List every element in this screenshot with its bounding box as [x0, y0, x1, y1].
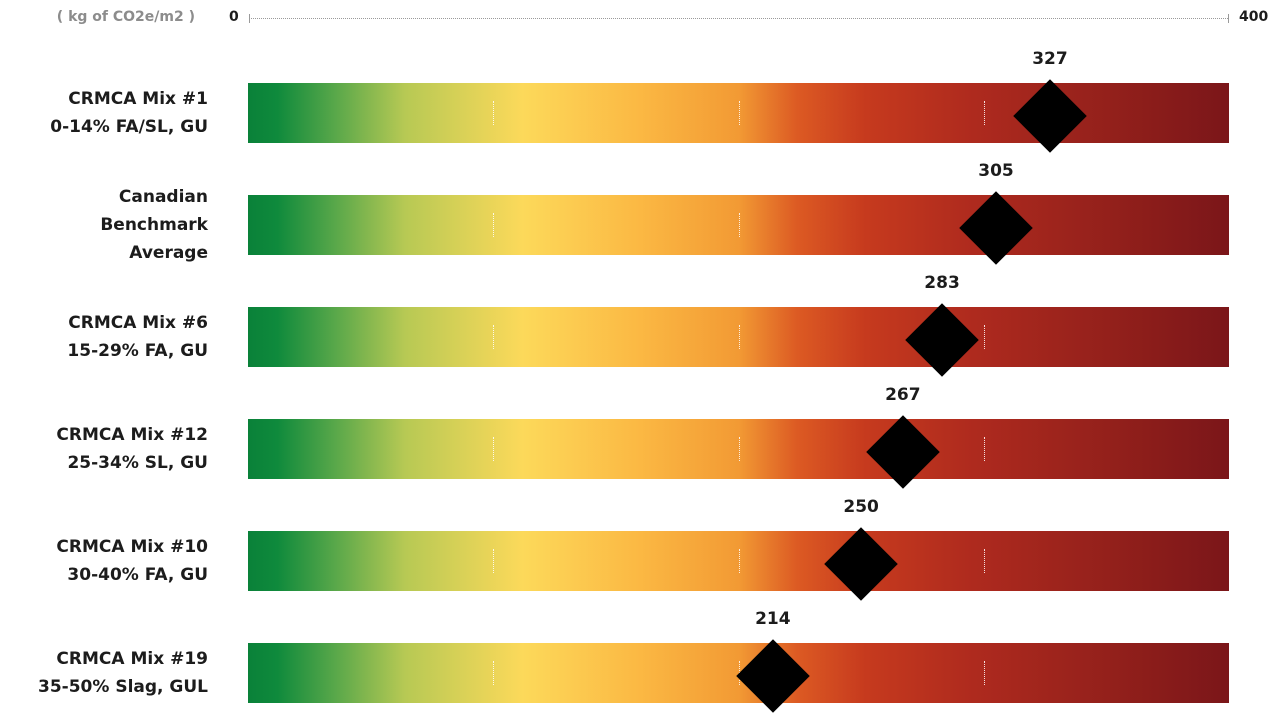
gauge-tick — [493, 661, 494, 685]
gauge-tick — [739, 549, 740, 573]
row-label: CRMCA Mix #6 15-29% FA, GU — [67, 309, 208, 365]
gauge-tick — [984, 101, 985, 125]
gauge-bar — [248, 307, 1229, 367]
value-label: 267 — [885, 385, 921, 405]
axis-max-label: 400 — [1239, 9, 1269, 25]
value-label: 327 — [1032, 49, 1068, 69]
gauge-tick — [493, 213, 494, 237]
gauge-tick — [493, 549, 494, 573]
gauge-tick — [984, 549, 985, 573]
gauge-tick — [984, 325, 985, 349]
row-label-line: CRMCA Mix #19 — [56, 649, 208, 669]
gauge-tick — [493, 325, 494, 349]
unit-label: ( kg of CO2e/m2 ) — [56, 9, 195, 25]
row-label: CRMCA Mix #1 0-14% FA/SL, GU — [50, 85, 208, 141]
value-label: 283 — [924, 273, 960, 293]
gauge-bar — [248, 419, 1229, 479]
axis-line — [249, 18, 1228, 19]
gauge-tick — [739, 325, 740, 349]
axis-min-label: 0 — [229, 9, 239, 25]
gauge-tick — [984, 437, 985, 461]
row-label-line: 15-29% FA, GU — [67, 341, 208, 361]
gauge-bar — [248, 531, 1229, 591]
row-label-line: Canadian — [118, 187, 208, 207]
axis-cap-left — [249, 14, 250, 23]
row-label-line: Benchmark — [100, 215, 208, 235]
row-label-line: CRMCA Mix #1 — [68, 89, 208, 109]
gauge-bar — [248, 195, 1229, 255]
gauge-tick — [739, 437, 740, 461]
row-label-line: 0-14% FA/SL, GU — [50, 117, 208, 137]
gauge-tick — [493, 101, 494, 125]
row-label: Canadian Benchmark Average — [100, 183, 208, 267]
gauge-tick — [739, 213, 740, 237]
row-label-line: 25-34% SL, GU — [67, 453, 208, 473]
row-label: CRMCA Mix #10 30-40% FA, GU — [56, 533, 208, 589]
gauge-tick — [493, 437, 494, 461]
row-label-line: CRMCA Mix #6 — [68, 313, 208, 333]
gauge-tick — [739, 101, 740, 125]
value-label: 250 — [843, 497, 879, 517]
value-label: 305 — [978, 161, 1014, 181]
row-label-line: 35-50% Slag, GUL — [38, 677, 208, 697]
row-label: CRMCA Mix #12 25-34% SL, GU — [56, 421, 208, 477]
row-label-line: Average — [129, 243, 208, 263]
row-label: CRMCA Mix #19 35-50% Slag, GUL — [38, 645, 208, 701]
row-label-line: 30-40% FA, GU — [67, 565, 208, 585]
axis-cap-right — [1228, 14, 1229, 23]
row-label-line: CRMCA Mix #10 — [56, 537, 208, 557]
row-label-line: CRMCA Mix #12 — [56, 425, 208, 445]
value-label: 214 — [755, 609, 791, 629]
gauge-tick — [984, 661, 985, 685]
